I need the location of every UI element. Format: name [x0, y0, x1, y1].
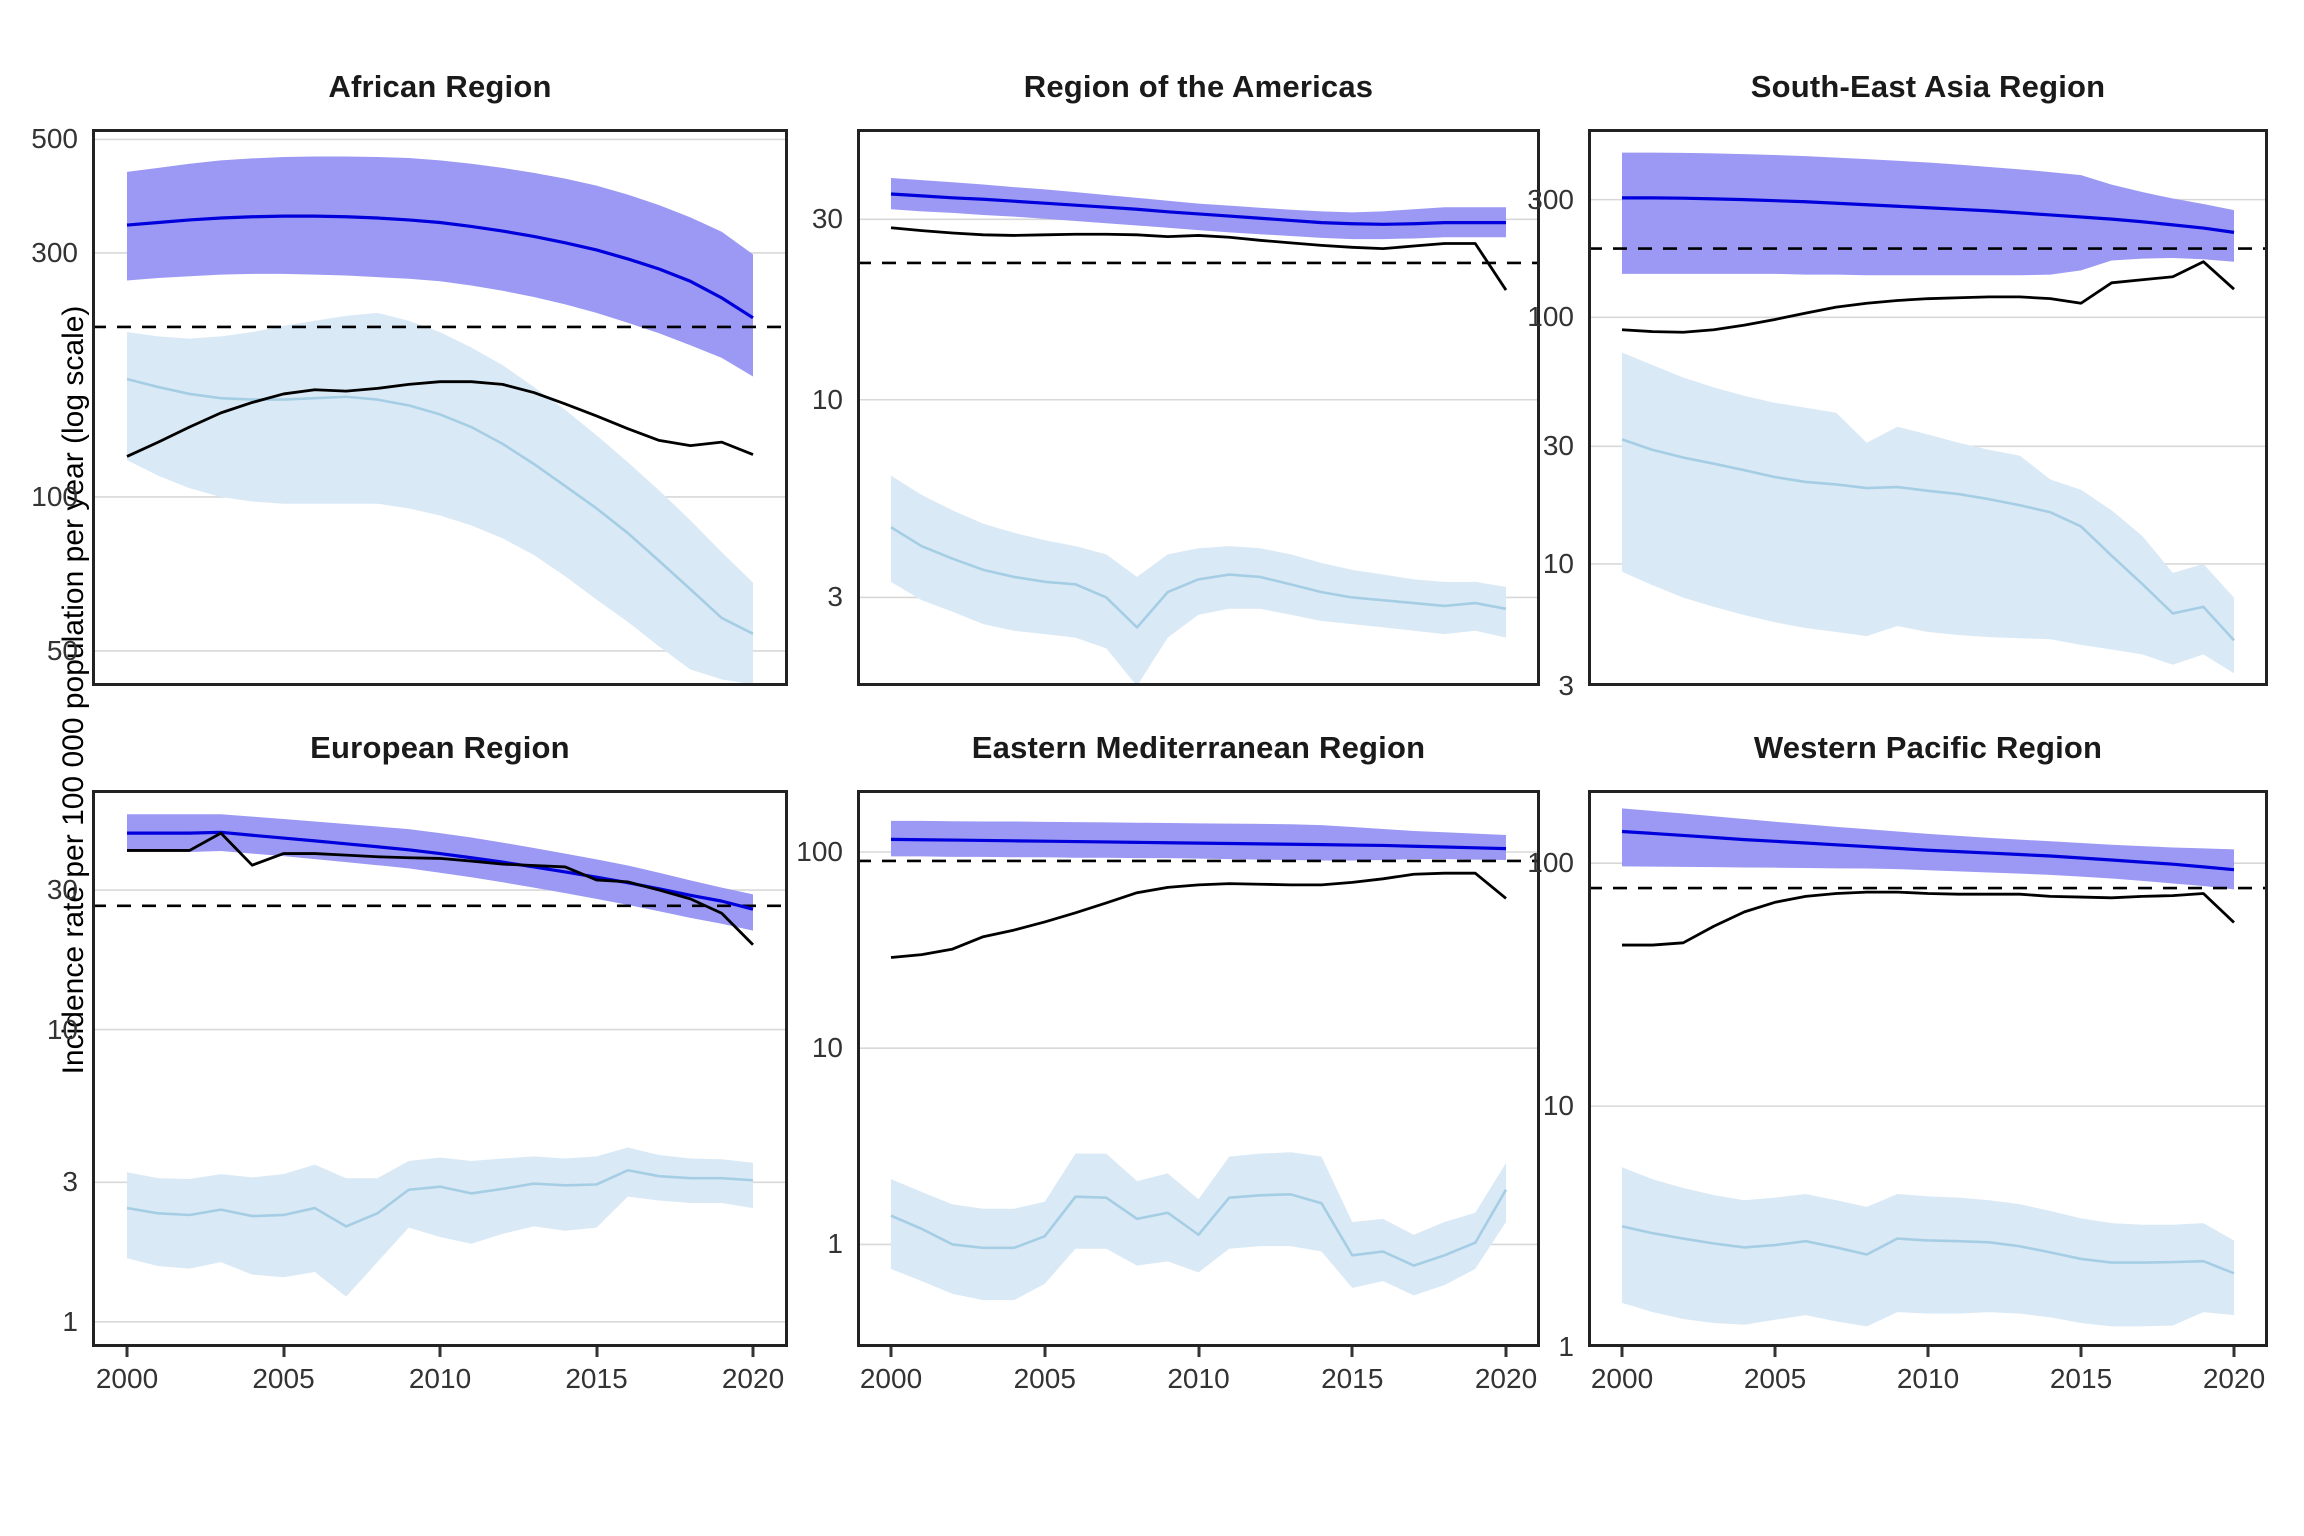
x-tick-label: 2000 — [95, 1363, 159, 1394]
y-tick-label: 30 — [1542, 430, 1574, 462]
panel-region-of-the-americas: Region of the Americas 30 10 3 — [812, 69, 1540, 686]
x-tick-label: 2005 — [252, 1363, 315, 1394]
panel-african-region: African Region 500 300 100 50 — [31, 69, 788, 686]
y-tick-label: 50 — [46, 634, 78, 666]
y-tick-label: 30 — [46, 874, 78, 906]
y-tick-label: 100 — [1527, 847, 1574, 879]
y-tick-label: 100 — [796, 835, 843, 867]
y-tick-label: 10 — [46, 1013, 78, 1045]
x-tick-mark — [1197, 1347, 1200, 1357]
x-tick-mark — [1926, 1347, 1930, 1357]
x-tick-mark — [1504, 1347, 1508, 1357]
x-tick-mark — [282, 1347, 285, 1357]
y-tick-label: 100 — [1527, 301, 1574, 333]
y-tick-label: 10 — [1542, 547, 1574, 579]
y-tick-label: 3 — [62, 1166, 78, 1198]
panel-title: Region of the Americas — [1023, 69, 1374, 104]
chart-european-region — [92, 790, 788, 1347]
x-tick-mark — [889, 1347, 893, 1357]
x-tick-mark — [1043, 1347, 1047, 1357]
panel-title: Eastern Mediterranean Region — [971, 730, 1426, 765]
panel-title: European Region — [310, 730, 570, 765]
x-tick-label: 2010 — [1167, 1363, 1230, 1394]
x-tick-mark — [125, 1347, 129, 1357]
x-tick-label: 2005 — [1013, 1363, 1076, 1394]
chart-region-of-the-americas — [857, 129, 1540, 686]
panel-south-east-asia-region: South-East Asia Region 300 100 30 10 3 — [1527, 69, 2268, 700]
y-tick-label: 10 — [811, 383, 843, 415]
x-tick-mark — [2232, 1347, 2236, 1357]
x-tick-label: 2020 — [1474, 1363, 1538, 1394]
x-tick-label: 2020 — [2202, 1363, 2266, 1394]
y-tick-label: 500 — [31, 123, 78, 155]
x-tick-mark — [1620, 1347, 1624, 1357]
y-tick-label: 10 — [1542, 1090, 1574, 1122]
panel-eastern-mediterranean-region: Eastern Mediterranean Region 100 10 1 2000 2… — [796, 730, 1540, 1393]
x-tick-label: 2000 — [1590, 1363, 1654, 1394]
panel-title: African Region — [328, 69, 552, 104]
x-tick-mark — [595, 1347, 598, 1357]
x-tick-mark — [2079, 1347, 2083, 1357]
x-tick-mark — [751, 1347, 755, 1357]
x-tick-label: 2015 — [565, 1363, 628, 1394]
x-tick-label: 2015 — [1321, 1363, 1384, 1394]
y-tick-label: 10 — [811, 1032, 843, 1064]
panel-western-pacific-region: Western Pacific Region 100 10 1 2000 2005 201… — [1527, 730, 2268, 1393]
chart-eastern-mediterranean-region — [857, 790, 1540, 1347]
chart-western-pacific-region — [1588, 790, 2268, 1347]
x-tick-label: 2010 — [408, 1363, 472, 1394]
panel-title: Western Pacific Region — [1753, 730, 2103, 765]
y-tick-label: 30 — [811, 203, 843, 235]
x-tick-mark — [1773, 1347, 1777, 1357]
y-tick-label: 300 — [1527, 183, 1574, 215]
panel-european-region: European Region 30 10 3 1 2000 2005 2010 2015 20… — [47, 730, 788, 1393]
chart-south-east-asia-region — [1588, 129, 2268, 686]
y-tick-label: 3 — [1558, 670, 1574, 701]
x-tick-label: 2015 — [2049, 1363, 2113, 1394]
panel-title: South-East Asia Region — [1750, 69, 2106, 104]
y-tick-label: 300 — [31, 236, 78, 268]
y-tick-label: 1 — [62, 1305, 78, 1337]
x-tick-mark — [438, 1347, 442, 1357]
x-tick-label: 2010 — [1896, 1363, 1960, 1394]
x-tick-label: 2005 — [1743, 1363, 1807, 1394]
y-tick-label: 3 — [827, 581, 843, 613]
x-tick-mark — [1350, 1347, 1354, 1357]
y-tick-label: 1 — [827, 1228, 843, 1260]
y-tick-label: 100 — [31, 480, 78, 512]
y-axis-label: Incidence rate per 100 000 population pe… — [57, 305, 90, 1075]
y-tick-label: 1 — [1558, 1331, 1574, 1362]
x-tick-label: 2000 — [859, 1363, 923, 1394]
x-tick-label: 2020 — [721, 1363, 785, 1394]
chart-african-region — [92, 129, 788, 686]
